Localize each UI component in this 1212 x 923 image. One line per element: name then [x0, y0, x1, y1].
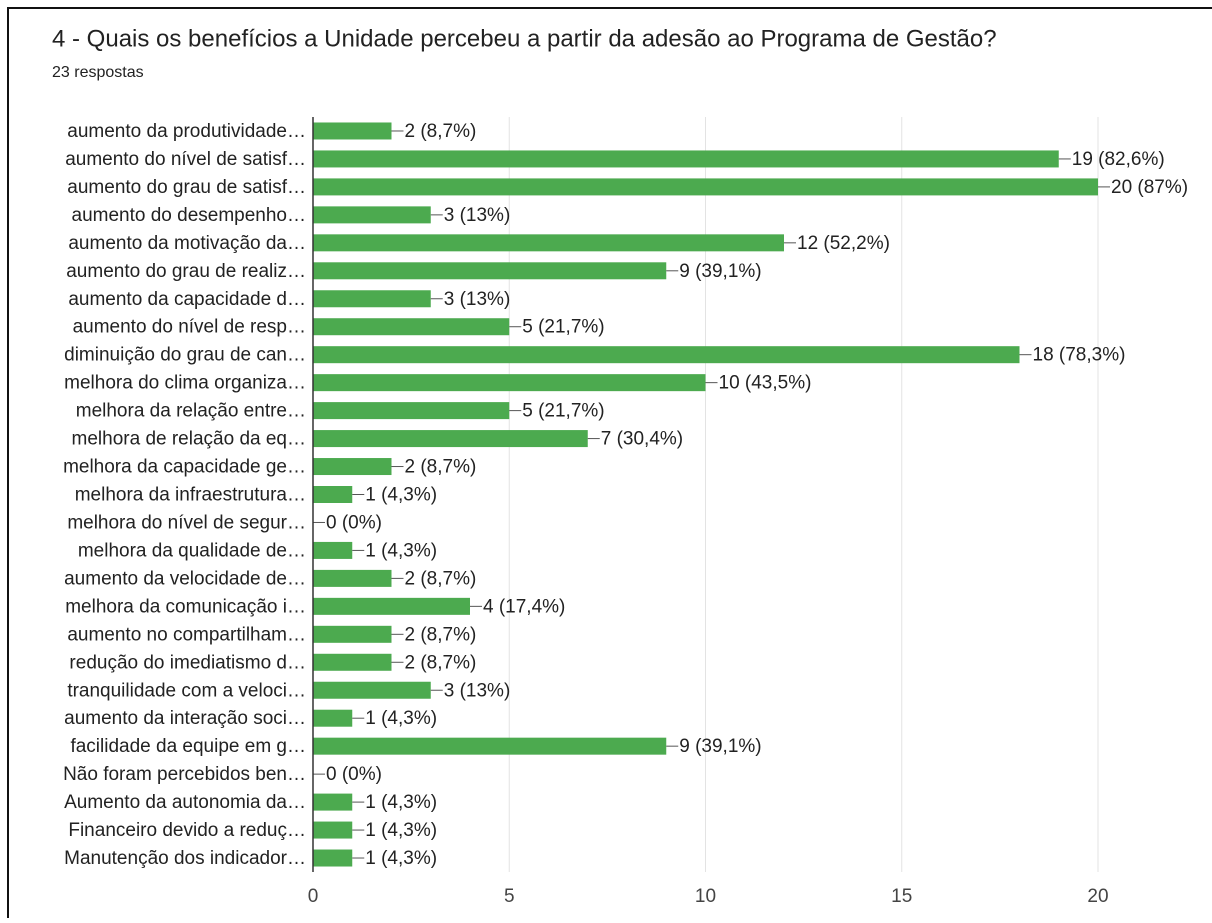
value-label: 7 (30,4%) [601, 429, 683, 450]
y-tick-label: Aumento da autonomia da… [64, 792, 306, 813]
value-label: 0 (0%) [326, 512, 382, 533]
value-label: 2 (8,7%) [405, 624, 477, 645]
y-tick-label: Financeiro devido a reduç… [68, 820, 306, 841]
bar [313, 318, 510, 336]
value-label: 2 (8,7%) [405, 652, 477, 673]
value-label: 2 (8,7%) [405, 457, 477, 478]
frame [7, 7, 1212, 918]
chart-subtitle: 23 respostas [52, 64, 144, 81]
x-tick-label: 5 [504, 886, 515, 907]
bar [313, 374, 706, 392]
value-label: 9 (39,1%) [679, 736, 761, 757]
value-label: 12 (52,2%) [797, 233, 890, 254]
y-tick-label: melhora da infraestrutura… [75, 485, 306, 506]
value-label: 1 (4,3%) [365, 485, 437, 506]
bar [313, 541, 353, 559]
bar [313, 709, 353, 727]
bar [313, 849, 353, 867]
value-label: 18 (78,3%) [1033, 345, 1126, 366]
bar [313, 821, 353, 839]
bar [313, 793, 353, 811]
bar [313, 430, 588, 448]
bar [313, 262, 667, 280]
value-label: 4 (17,4%) [483, 596, 565, 617]
y-tick-label: aumento do grau de satisf… [67, 177, 306, 198]
bar [313, 569, 392, 587]
value-label: 3 (13%) [444, 680, 511, 701]
value-label: 5 (21,7%) [522, 401, 604, 422]
y-tick-label: aumento da interação soci… [64, 708, 306, 729]
value-label: 1 (4,3%) [365, 820, 437, 841]
y-tick-label: aumento do desempenho… [72, 205, 307, 226]
y-tick-label: melhora do nível de segur… [67, 512, 306, 533]
y-tick-label: Manutenção dos indicador… [64, 848, 306, 869]
y-tick-label: melhora de relação da eq… [72, 429, 306, 450]
bar [313, 290, 431, 308]
value-label: 19 (82,6%) [1072, 149, 1165, 170]
x-tick-label: 20 [1087, 886, 1108, 907]
bar [313, 402, 510, 420]
x-tick-label: 0 [308, 886, 319, 907]
bar [313, 653, 392, 671]
y-tick-label: facilidade da equipe em g… [70, 736, 306, 757]
value-label: 0 (0%) [326, 764, 382, 785]
value-label: 2 (8,7%) [405, 121, 477, 142]
y-tick-label: aumento da motivação da… [68, 233, 306, 254]
bar [313, 178, 1098, 196]
bar [313, 597, 470, 615]
y-tick-label: melhora da comunicação i… [65, 596, 306, 617]
value-label: 3 (13%) [444, 205, 511, 226]
value-label: 3 (13%) [444, 289, 511, 310]
y-tick-label: aumento no compartilham… [67, 624, 306, 645]
value-label: 9 (39,1%) [679, 261, 761, 282]
y-tick-label: redução do imediatismo d… [69, 652, 306, 673]
x-tick-label: 10 [695, 886, 716, 907]
y-tick-label: aumento da capacidade d… [68, 289, 306, 310]
value-label: 2 (8,7%) [405, 568, 477, 589]
bar [313, 206, 431, 224]
bar [313, 234, 784, 252]
value-label: 1 (4,3%) [365, 792, 437, 813]
y-tick-label: aumento da velocidade de… [64, 568, 306, 589]
y-tick-label: melhora da relação entre… [76, 401, 306, 422]
value-label: 1 (4,3%) [365, 708, 437, 729]
y-tick-label: aumento do nível de resp… [73, 317, 306, 338]
bar [313, 122, 392, 140]
bar [313, 346, 1020, 364]
x-tick-label: 15 [891, 886, 912, 907]
chart-title: 4 - Quais os benefícios a Unidade perceb… [52, 25, 997, 52]
y-tick-label: aumento do grau de realiz… [66, 261, 306, 282]
bar [313, 150, 1059, 168]
y-tick-label: tranquilidade com a veloci… [67, 680, 306, 701]
bar [313, 625, 392, 643]
y-tick-label: aumento da produtividade… [67, 121, 306, 142]
value-label: 1 (4,3%) [365, 540, 437, 561]
y-tick-label: melhora da capacidade ge… [63, 457, 306, 478]
y-tick-label: Não foram percebidos ben… [63, 764, 306, 785]
value-label: 5 (21,7%) [522, 317, 604, 338]
y-tick-label: aumento do nível de satisf… [65, 149, 306, 170]
value-label: 1 (4,3%) [365, 848, 437, 869]
value-label: 10 (43,5%) [719, 373, 812, 394]
bar [313, 737, 667, 755]
bar [313, 486, 353, 503]
bar [313, 458, 392, 476]
value-label: 20 (87%) [1111, 177, 1188, 198]
y-tick-label: melhora do clima organiza… [64, 373, 306, 394]
y-tick-label: diminuição do grau de can… [64, 345, 306, 366]
bar [313, 681, 431, 699]
y-tick-label: melhora da qualidade de… [78, 540, 306, 561]
